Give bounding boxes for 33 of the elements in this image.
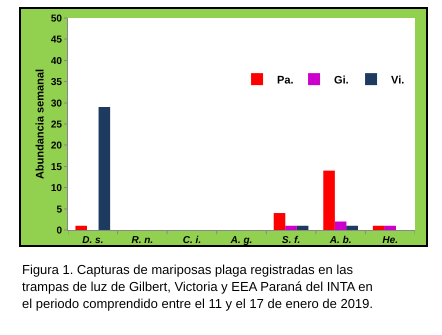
bar bbox=[334, 222, 346, 230]
legend-label: Pa. bbox=[277, 74, 294, 86]
y-axis-title: Abundancia semanal bbox=[34, 68, 47, 180]
y-tick-label: 0 bbox=[56, 226, 62, 236]
x-tick-label: A. g. bbox=[230, 235, 252, 246]
bar bbox=[296, 226, 308, 230]
bar bbox=[274, 213, 286, 230]
text: Figura 1. Capturas de mariposas plaga registradas en las trampas de luz de Gilbert, Victoria y EEA Paraná del INTA en el periodo comprendido entre el 11 y el 17 de enero de 2019. bbox=[22, 262, 374, 311]
y-tick-label: 20 bbox=[50, 140, 62, 152]
x-tick-label: He. bbox=[382, 235, 398, 246]
y-tick-label: 40 bbox=[50, 56, 62, 67]
y-tick-label: 15 bbox=[50, 162, 62, 173]
y-tick-label: 45 bbox=[50, 34, 62, 46]
bar bbox=[98, 107, 110, 230]
bar bbox=[323, 170, 335, 230]
y-tick-label: 5 bbox=[56, 204, 62, 216]
x-tick-label: A. b. bbox=[328, 235, 352, 246]
bar bbox=[384, 226, 396, 230]
legend-label: Gi. bbox=[334, 74, 349, 86]
legend-label: Vi. bbox=[391, 74, 404, 86]
x-tick-label: S. f. bbox=[282, 235, 300, 246]
bar bbox=[372, 226, 384, 230]
y-tick-label: 25 bbox=[50, 120, 62, 130]
bar bbox=[75, 226, 87, 230]
x-tick-label: D. s. bbox=[82, 235, 104, 246]
x-tick-label: R. n. bbox=[132, 235, 154, 246]
y-tick-label: 30 bbox=[50, 98, 62, 110]
y-tick-label: 10 bbox=[50, 183, 62, 194]
y-tick-label: 50 bbox=[50, 14, 62, 24]
y-tick-label: 35 bbox=[50, 77, 62, 88]
bar bbox=[346, 226, 358, 230]
x-tick-label: C. i. bbox=[182, 235, 202, 246]
bar bbox=[285, 226, 297, 230]
